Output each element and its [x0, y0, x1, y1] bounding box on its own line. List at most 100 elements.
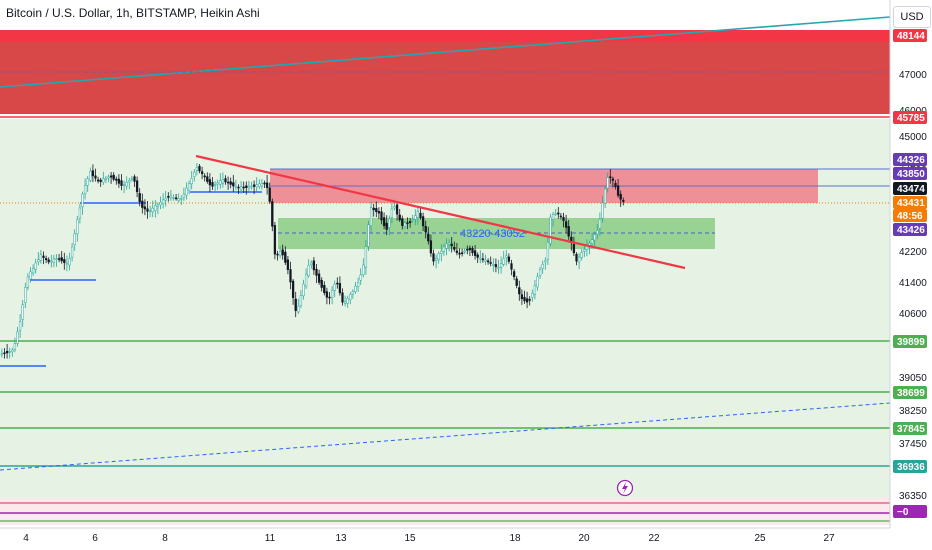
- candle-body: [346, 298, 349, 304]
- candle-body: [359, 274, 362, 281]
- candle-body: [96, 179, 100, 182]
- candle-body: [278, 251, 282, 256]
- candle-body: [89, 170, 92, 181]
- candle-body: [538, 269, 542, 277]
- candle-body: [440, 250, 443, 254]
- candle-body: [442, 246, 446, 253]
- time-axis-ticks: 4 6 8 11 13 15 18 20 22 25 27: [23, 533, 835, 544]
- candle-body: [120, 180, 123, 186]
- candle-body: [180, 198, 183, 200]
- candle-body: [65, 262, 69, 265]
- candle-body: [156, 204, 160, 207]
- time-tick-label: 8: [162, 533, 168, 544]
- candle-body: [450, 243, 453, 247]
- time-tick-label: 18: [509, 533, 521, 544]
- candle-body: [281, 249, 284, 256]
- price-tag: 36936: [893, 460, 927, 473]
- candle-body: [520, 294, 524, 300]
- candle-body: [50, 260, 53, 263]
- candle-body: [47, 259, 50, 263]
- candle-body: [304, 273, 308, 287]
- candle-body: [385, 222, 388, 230]
- candle-body: [302, 283, 305, 297]
- candle-body: [138, 193, 141, 202]
- price-tick-label: 42200: [899, 247, 927, 258]
- candle-body: [546, 242, 550, 260]
- descending-trendline: [195, 154, 686, 270]
- candle-body: [622, 199, 625, 202]
- candle-body: [297, 306, 300, 313]
- candle-body: [271, 201, 274, 227]
- candle-body: [512, 271, 516, 278]
- candle-body: [351, 290, 355, 295]
- candle-body: [24, 287, 27, 304]
- candle-body: [614, 183, 617, 188]
- candle-body: [294, 298, 297, 311]
- candle-body: [148, 210, 152, 213]
- price-tag: 48144: [893, 29, 927, 42]
- candle-body: [91, 170, 95, 177]
- candle-body: [104, 177, 108, 180]
- candle-body: [284, 251, 287, 263]
- price-tick-label: 40600: [899, 309, 927, 320]
- candle-body: [167, 196, 170, 198]
- candle-body: [42, 255, 45, 258]
- price-tick-label: 41400: [899, 278, 927, 289]
- candle-body: [109, 175, 113, 178]
- candle-body: [130, 177, 134, 180]
- candle-body: [445, 243, 448, 249]
- candle-body: [193, 171, 196, 177]
- candle-body: [83, 185, 87, 195]
- price-tick-label: 38250: [899, 406, 927, 417]
- resistance-zone-top-band: [0, 30, 890, 42]
- candle-body: [133, 176, 136, 182]
- price-tag: 38699: [893, 386, 927, 399]
- candle-body: [44, 258, 48, 261]
- candle-body: [377, 211, 381, 214]
- candle-body: [219, 180, 222, 185]
- demand-zone-label: 43220-43052: [460, 228, 525, 240]
- candle-body: [5, 350, 9, 354]
- candle-body: [562, 217, 565, 221]
- candle-body: [143, 206, 147, 210]
- candle-body: [245, 185, 248, 188]
- candle-body: [577, 256, 581, 263]
- candle-body: [94, 175, 97, 179]
- price-tag-label: 39899: [897, 337, 925, 348]
- candle-body: [232, 182, 235, 187]
- price-tag: 48:56: [893, 209, 927, 222]
- candle-body: [11, 349, 14, 353]
- candle-body: [18, 321, 22, 331]
- lightning-icon[interactable]: [616, 479, 634, 497]
- candle-body: [289, 269, 292, 283]
- candle-body: [372, 207, 375, 211]
- time-axis[interactable]: [0, 528, 890, 550]
- currency-button[interactable]: USD: [893, 6, 931, 28]
- candle-body: [307, 265, 310, 276]
- time-tick-label: 4: [23, 533, 29, 544]
- price-tag-label: 38699: [897, 388, 925, 399]
- price-tag-label: 43850: [897, 169, 925, 180]
- price-tag: 43474: [893, 182, 927, 195]
- candle-body: [486, 260, 490, 263]
- candle-body: [380, 211, 383, 221]
- candle-body: [198, 165, 201, 172]
- candle-body: [265, 182, 269, 188]
- candle-body: [169, 195, 173, 199]
- candle-body: [564, 221, 568, 228]
- dashed-rising-trendline: [0, 402, 891, 471]
- candle-body: [211, 182, 214, 187]
- price-tag-label: 48144: [897, 31, 925, 42]
- time-tick-label: 27: [823, 533, 835, 544]
- candle-body: [208, 179, 212, 186]
- candle-body: [258, 183, 261, 187]
- candle-body: [34, 262, 37, 270]
- candle-body: [603, 188, 607, 204]
- price-tag: −0: [893, 505, 927, 518]
- candle-body: [172, 197, 175, 199]
- price-axis[interactable]: [890, 0, 932, 550]
- candle-body: [484, 259, 487, 262]
- candle-body: [250, 185, 253, 188]
- candle-body: [164, 198, 167, 201]
